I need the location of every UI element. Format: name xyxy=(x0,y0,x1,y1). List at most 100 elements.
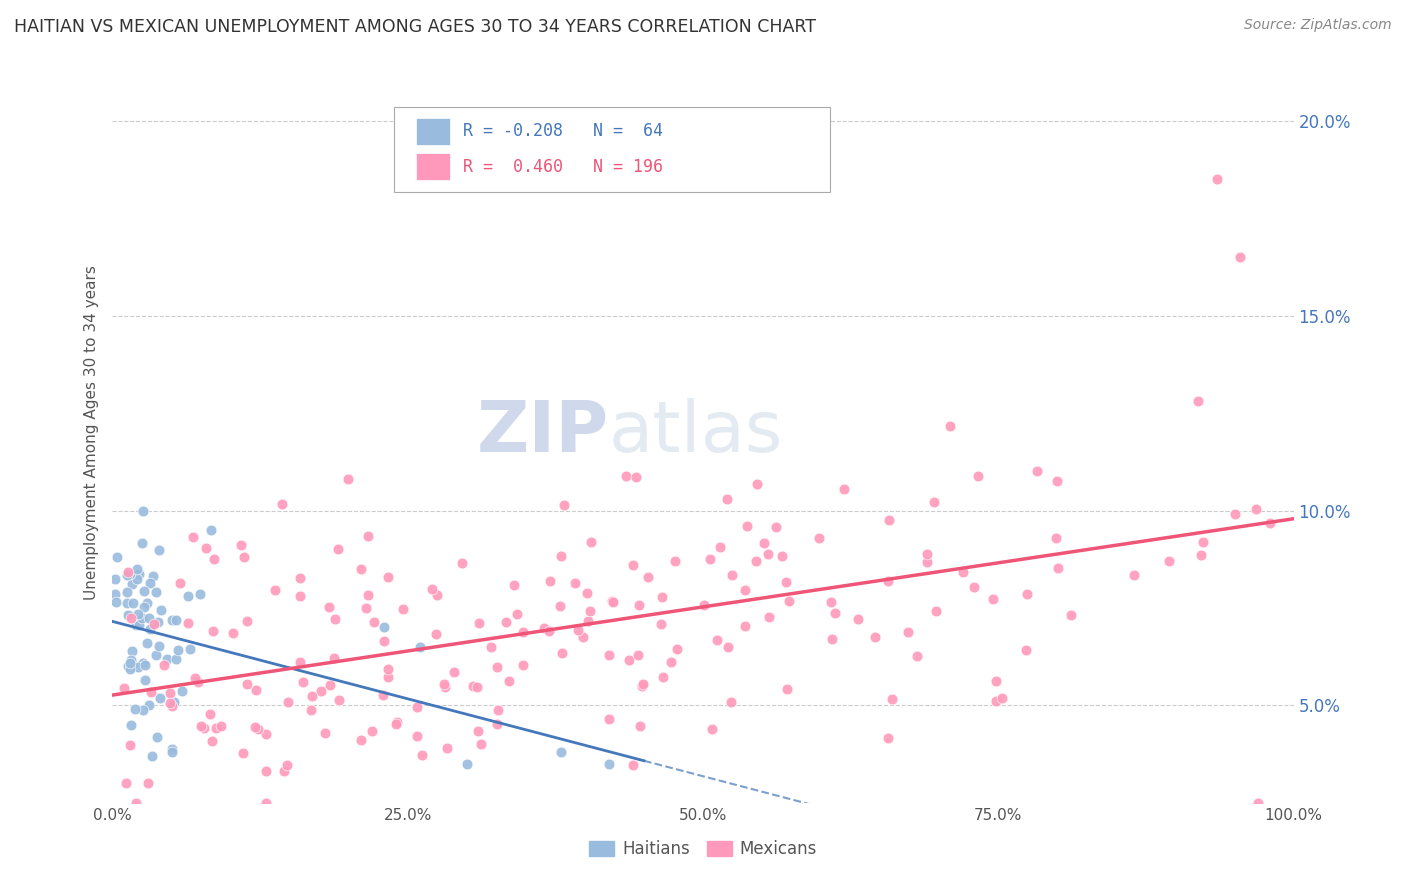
Point xyxy=(357,529,380,543)
Point xyxy=(350,732,373,747)
Point xyxy=(181,530,204,544)
Point xyxy=(778,594,800,608)
Point xyxy=(963,581,986,595)
Point xyxy=(451,556,474,570)
Point xyxy=(288,571,311,585)
Point xyxy=(198,706,221,721)
Point xyxy=(134,657,156,672)
Point xyxy=(775,574,797,589)
Point xyxy=(138,698,160,713)
Point xyxy=(433,677,456,691)
Point xyxy=(420,582,443,596)
Point xyxy=(166,643,188,657)
Point xyxy=(1229,250,1251,264)
Point xyxy=(637,570,659,584)
Point xyxy=(1205,172,1227,186)
Point xyxy=(254,796,277,810)
Point xyxy=(775,681,797,696)
Point xyxy=(131,611,153,625)
Point xyxy=(578,603,600,617)
Point xyxy=(865,630,887,644)
Point xyxy=(299,703,322,717)
Point xyxy=(631,679,654,693)
Point xyxy=(233,550,256,565)
Point xyxy=(436,740,458,755)
Point xyxy=(104,595,127,609)
Point xyxy=(120,662,142,676)
Point xyxy=(263,583,285,598)
Point xyxy=(139,684,162,698)
Point xyxy=(665,642,688,657)
Text: ZIP: ZIP xyxy=(477,398,609,467)
Point xyxy=(846,612,869,626)
Point xyxy=(832,482,855,496)
Point xyxy=(336,472,359,486)
Point xyxy=(538,624,561,638)
Point xyxy=(177,615,200,630)
Point xyxy=(745,554,768,568)
Point xyxy=(361,723,384,738)
Point xyxy=(1045,531,1067,545)
Point xyxy=(134,583,156,598)
Point xyxy=(915,547,938,561)
Point xyxy=(118,567,141,582)
Point xyxy=(650,616,672,631)
Point xyxy=(1260,516,1282,531)
Point xyxy=(146,730,169,744)
Point xyxy=(194,541,217,556)
Point xyxy=(986,674,1008,689)
Point xyxy=(149,690,172,705)
Point xyxy=(770,549,793,564)
Point xyxy=(553,498,575,512)
Point xyxy=(579,534,602,549)
Point xyxy=(288,589,311,603)
Point xyxy=(159,697,181,711)
Point xyxy=(117,607,139,622)
Point xyxy=(550,745,572,759)
Point xyxy=(177,589,200,603)
Point xyxy=(1060,608,1083,623)
Point xyxy=(322,651,344,665)
Point xyxy=(125,796,148,810)
Point xyxy=(598,712,620,726)
Point xyxy=(115,776,138,790)
Point xyxy=(146,615,169,629)
Point xyxy=(245,682,267,697)
Point xyxy=(621,558,644,572)
Point xyxy=(506,607,529,621)
Point xyxy=(326,541,349,556)
Point xyxy=(600,594,623,608)
Point xyxy=(115,568,138,582)
Point xyxy=(905,648,928,663)
Point xyxy=(877,513,900,527)
Point xyxy=(717,640,740,655)
Point xyxy=(630,719,652,733)
Point xyxy=(318,678,340,692)
Point xyxy=(138,611,160,625)
Point xyxy=(512,625,534,640)
Point xyxy=(734,583,756,598)
Point xyxy=(548,599,571,614)
Point xyxy=(752,536,775,550)
Point xyxy=(121,643,143,657)
Point xyxy=(132,702,155,716)
Point xyxy=(1123,567,1146,582)
Point xyxy=(652,670,675,684)
Point xyxy=(939,419,962,434)
Point xyxy=(162,745,184,759)
Point xyxy=(243,720,266,734)
Point xyxy=(664,554,686,568)
Point xyxy=(443,665,465,679)
Point xyxy=(434,681,457,695)
Point xyxy=(564,576,586,591)
Point xyxy=(925,604,948,618)
Point xyxy=(709,541,731,555)
Point xyxy=(659,655,682,669)
Point xyxy=(131,536,153,550)
Point xyxy=(222,626,245,640)
Point xyxy=(882,692,904,706)
Point xyxy=(124,702,146,716)
Point xyxy=(627,599,650,613)
Point xyxy=(236,614,259,628)
Point xyxy=(145,648,167,662)
